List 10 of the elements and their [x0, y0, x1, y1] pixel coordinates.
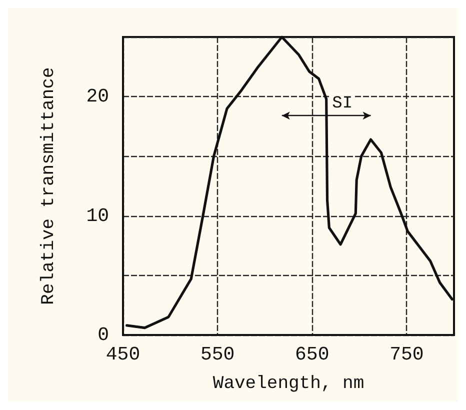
y-tick-label: 20	[86, 86, 109, 108]
y-axis-title: Relative transmittance	[39, 67, 59, 305]
x-tick-label: 450	[106, 344, 140, 366]
x-axis-title: Wavelength, nm	[212, 374, 364, 394]
y-tick-label: 0	[98, 324, 109, 346]
annotation: SI	[332, 94, 353, 114]
x-tick-label: 750	[390, 344, 424, 366]
x-tick-label: 550	[200, 344, 235, 366]
x-tick-label: 650	[295, 344, 330, 366]
y-tick-label: 10	[86, 204, 109, 227]
